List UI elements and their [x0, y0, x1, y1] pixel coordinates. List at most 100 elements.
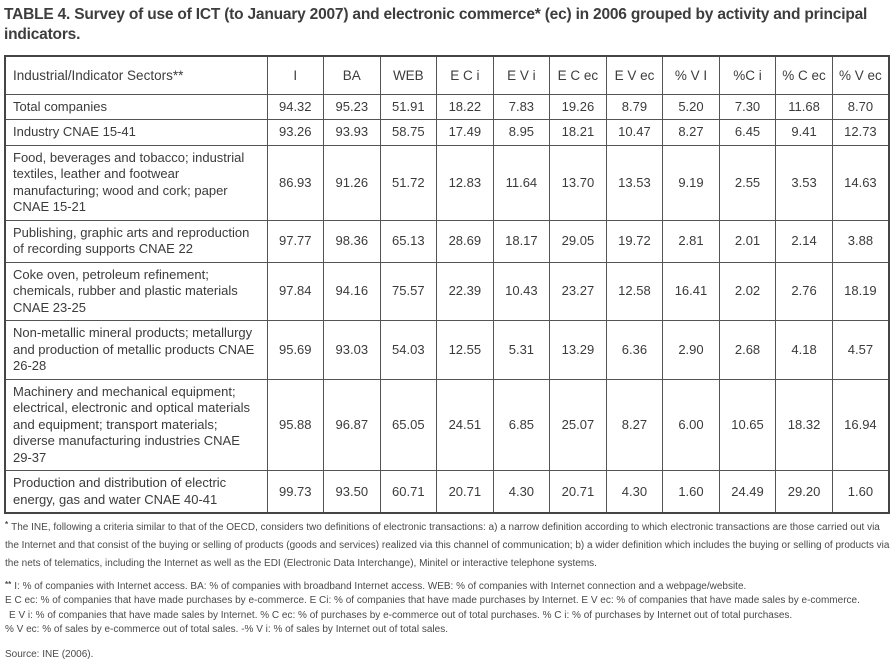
value-cell: 2.02	[718, 261, 777, 322]
value-cell: 97.77	[266, 219, 325, 263]
value-cell: 19.26	[549, 93, 607, 121]
value-cell: 99.73	[266, 470, 325, 514]
value-cell: 65.05	[379, 378, 438, 472]
value-cell: 16.94	[831, 378, 890, 472]
value-cell: 3.88	[831, 219, 890, 263]
table-row: Coke oven, petroleum refinement; chemica…	[4, 261, 890, 322]
sector-cell: Publishing, graphic arts and reproductio…	[4, 219, 268, 263]
value-cell: 2.81	[662, 219, 720, 263]
sector-cell: Non-metallic mineral products; metallurg…	[4, 320, 268, 380]
sector-cell: Coke oven, petroleum refinement; chemica…	[4, 261, 268, 322]
value-cell: 29.20	[775, 470, 833, 514]
value-cell: 54.03	[379, 320, 438, 380]
value-cell: 6.85	[492, 378, 551, 472]
value-cell: 97.84	[266, 261, 325, 322]
value-cell: 2.76	[775, 261, 833, 322]
value-cell: 7.30	[718, 93, 777, 121]
value-cell: 2.01	[718, 219, 777, 263]
value-cell: 2.55	[718, 144, 777, 221]
value-cell: 13.29	[549, 320, 607, 380]
value-cell: 96.87	[323, 378, 381, 472]
value-cell: 2.14	[775, 219, 833, 263]
value-cell: 5.20	[662, 93, 720, 121]
value-cell: 6.45	[718, 119, 777, 146]
value-cell: 4.30	[492, 470, 551, 514]
table-row: Machinery and mechanical equipment; elec…	[4, 378, 890, 472]
page-title: TABLE 4. Survey of use of ICT (to Januar…	[4, 6, 868, 43]
value-cell: 65.13	[379, 219, 438, 263]
value-cell: 93.26	[266, 119, 325, 146]
value-cell: 98.36	[323, 219, 381, 263]
value-cell: 4.30	[605, 470, 664, 514]
table-header-row: Industrial/Indicator Sectors** I BA WEB …	[4, 55, 890, 95]
value-cell: 51.72	[379, 144, 438, 221]
sector-cell: Production and distribution of electric …	[4, 470, 268, 514]
value-cell: 51.91	[379, 93, 438, 121]
value-cell: 94.16	[323, 261, 381, 322]
value-cell: 13.70	[549, 144, 607, 221]
value-cell: 25.07	[549, 378, 607, 472]
value-cell: 11.68	[775, 93, 833, 121]
footnote-line: E V i: % of companies that have made sal…	[9, 609, 793, 621]
footnotes-section: * The INE, following a criteria similar t…	[5, 519, 890, 660]
footnote-definitions-text: The INE, following a criteria similar to…	[5, 522, 890, 570]
value-cell: 8.27	[662, 119, 720, 146]
table-row: Non-metallic mineral products; metallurg…	[4, 320, 890, 380]
double-asterisk-marker: **	[5, 580, 12, 590]
sector-cell: Food, beverages and tobacco; industrial …	[4, 144, 268, 221]
col-header-pct-vi: % V I	[662, 55, 720, 95]
value-cell: 24.49	[718, 470, 777, 514]
ict-survey-table: Industrial/Indicator Sectors** I BA WEB …	[4, 54, 890, 515]
value-cell: 58.75	[379, 119, 438, 146]
value-cell: 8.95	[492, 119, 551, 146]
value-cell: 94.32	[266, 93, 325, 121]
value-cell: 93.93	[323, 119, 381, 146]
value-cell: 14.63	[831, 144, 890, 221]
value-cell: 24.51	[436, 378, 494, 472]
value-cell: 6.36	[605, 320, 664, 380]
value-cell: 9.19	[662, 144, 720, 221]
value-cell: 4.18	[775, 320, 833, 380]
table-row: Publishing, graphic arts and reproductio…	[4, 219, 890, 263]
value-cell: 12.55	[436, 320, 494, 380]
value-cell: 93.50	[323, 470, 381, 514]
value-cell: 8.27	[605, 378, 664, 472]
footnote-line: % V ec: % of sales by e-commerce out of …	[5, 623, 448, 635]
source-note: Source: INE (2006).	[5, 649, 94, 660]
value-cell: 18.19	[831, 261, 890, 322]
value-cell: 12.58	[605, 261, 664, 322]
col-header-pct-ci: %C i	[718, 55, 777, 95]
value-cell: 86.93	[266, 144, 325, 221]
value-cell: 7.83	[492, 93, 551, 121]
value-cell: 18.32	[775, 378, 833, 472]
col-header-pct-vec: % V ec	[831, 55, 890, 95]
col-header-ba: BA	[323, 55, 381, 95]
value-cell: 16.41	[662, 261, 720, 322]
value-cell: 10.43	[492, 261, 551, 322]
footnote-line: ** I: % of companies with Internet access…	[5, 580, 890, 594]
value-cell: 91.26	[323, 144, 381, 221]
value-cell: 18.22	[436, 93, 494, 121]
value-cell: 13.53	[605, 144, 664, 221]
col-header-eci: E C i	[436, 55, 494, 95]
value-cell: 75.57	[379, 261, 438, 322]
value-cell: 17.49	[436, 119, 494, 146]
value-cell: 28.69	[436, 219, 494, 263]
asterisk-marker: *	[5, 520, 9, 530]
sector-cell: Total companies	[4, 93, 268, 121]
value-cell: 5.31	[492, 320, 551, 380]
value-cell: 9.41	[775, 119, 833, 146]
value-cell: 10.65	[718, 378, 777, 472]
table-row: Industry CNAE 15-41 93.26 93.93 58.75 17…	[4, 119, 890, 146]
col-header-evi: E V i	[492, 55, 551, 95]
value-cell: 95.69	[266, 320, 325, 380]
value-cell: 6.00	[662, 378, 720, 472]
value-cell: 3.53	[775, 144, 833, 221]
value-cell: 1.60	[662, 470, 720, 514]
value-cell: 95.23	[323, 93, 381, 121]
value-cell: 20.71	[549, 470, 607, 514]
footnote-indicators: ** I: % of companies with Internet access…	[5, 580, 890, 637]
value-cell: 22.39	[436, 261, 494, 322]
value-cell: 95.88	[266, 378, 325, 472]
table-row: Production and distribution of electric …	[4, 470, 890, 514]
